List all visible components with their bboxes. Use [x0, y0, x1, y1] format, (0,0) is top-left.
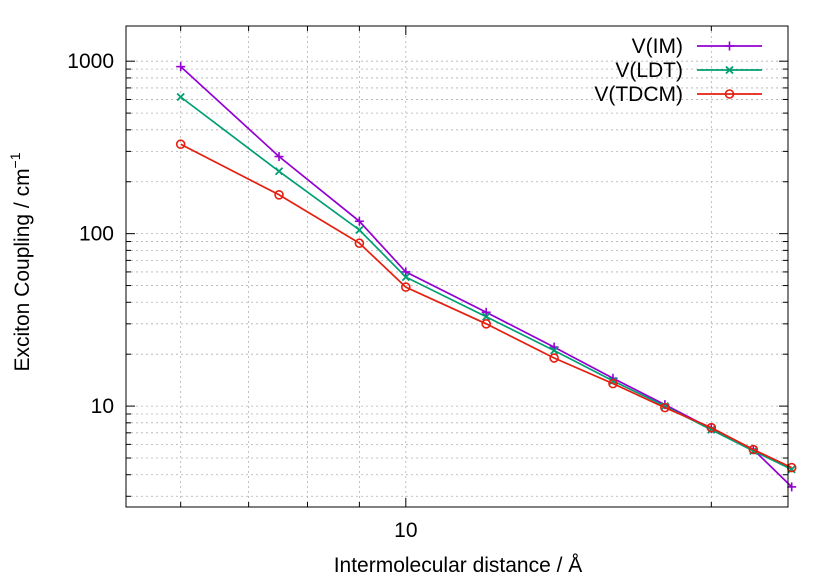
- data-point: [354, 216, 364, 226]
- y-axis-title-main: Exciton Coupling / cm: [11, 168, 34, 371]
- grid: [126, 26, 788, 507]
- legend: V(IM)V(LDT)V(TDCM): [594, 35, 762, 106]
- data-point: [401, 267, 411, 277]
- series-V(IM): [176, 62, 797, 492]
- data-point: [608, 378, 618, 389]
- data-point: [401, 272, 410, 282]
- legend-marker: [724, 89, 735, 99]
- y-tick-label: 10: [91, 395, 114, 418]
- data-point: [787, 482, 797, 492]
- data-point: [549, 353, 559, 363]
- marker-stroke: [482, 312, 491, 321]
- series-layer: [175, 62, 797, 492]
- data-point: [748, 444, 759, 455]
- x-tick-label: 10: [394, 519, 417, 542]
- plot-frame: [125, 25, 789, 508]
- legend-item: V(TDCM): [594, 83, 762, 106]
- legend-item: V(IM): [632, 35, 762, 58]
- legend-label: V(IM): [632, 35, 683, 58]
- data-point: [481, 307, 491, 317]
- marker-stroke: [355, 225, 364, 235]
- data-point: [481, 319, 491, 329]
- data-point: [274, 152, 284, 162]
- data-point: [401, 282, 411, 292]
- marker-stroke: [274, 167, 284, 176]
- legend-marker: [725, 41, 734, 51]
- series-V(LDT): [176, 92, 796, 474]
- y-tick-label: 1000: [67, 50, 114, 73]
- marker-stroke: [401, 272, 410, 282]
- y-tick-label: 100: [79, 223, 114, 246]
- data-point: [354, 238, 365, 249]
- series-V(TDCM): [175, 139, 797, 473]
- legend-label: V(TDCM): [594, 83, 683, 106]
- marker-stroke: [707, 425, 716, 434]
- data-point: [176, 92, 185, 102]
- legend-item: V(LDT): [615, 59, 762, 82]
- marker-stroke: [176, 92, 185, 102]
- legend-label: V(LDT): [615, 59, 683, 82]
- y-axis-title-superscript: −1: [7, 152, 23, 168]
- x-axis-title: Intermolecular distance / Å: [334, 554, 583, 577]
- marker-stroke: [725, 65, 734, 75]
- data-point: [355, 225, 364, 235]
- data-point: [274, 190, 284, 200]
- data-point: [274, 167, 284, 176]
- marker-stroke: [549, 346, 559, 355]
- ticks: 10 100 1000 10: [67, 26, 788, 542]
- data-point: [549, 346, 559, 355]
- data-point: [175, 139, 186, 150]
- data-point: [482, 312, 491, 321]
- y-axis-title: Exciton Coupling / cm−1: [7, 152, 34, 371]
- legend-marker: [725, 65, 734, 75]
- series-line: [180, 96, 793, 471]
- data-point: [176, 62, 186, 72]
- series-line: [180, 143, 793, 469]
- data-point: [706, 422, 717, 433]
- data-point: [660, 402, 670, 413]
